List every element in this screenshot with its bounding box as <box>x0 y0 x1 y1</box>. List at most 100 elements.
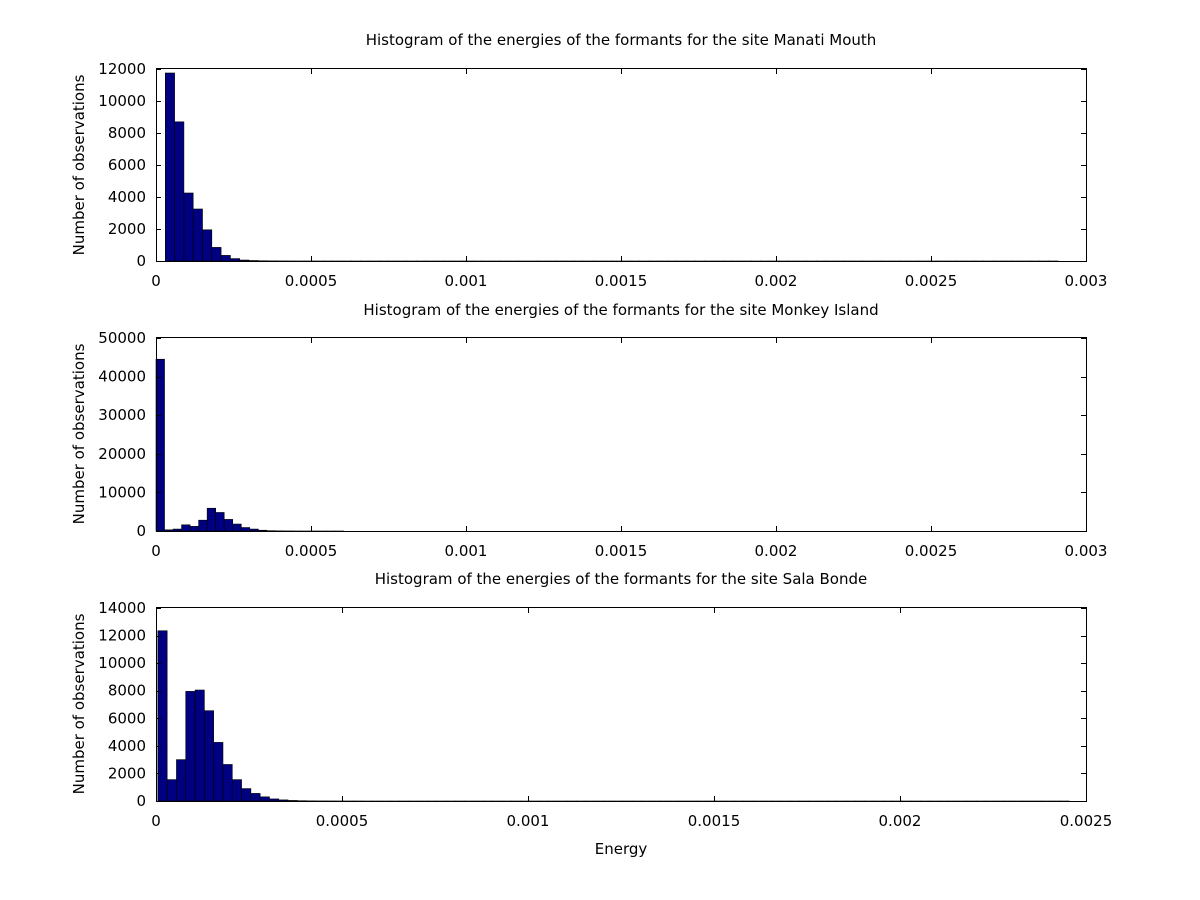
y-tick-label: 8000 <box>108 682 146 700</box>
x-tick-labels: 0 0.0005 0.001 0.0015 0.002 0.0025 0.003 <box>151 272 1107 290</box>
y-tick-label: 0 <box>136 792 146 810</box>
x-tick-label: 0.002 <box>755 542 798 560</box>
histogram-bar <box>206 507 216 532</box>
chart-title: Histogram of the energies of the formant… <box>363 301 878 319</box>
y-tick-label: 14000 <box>98 599 146 617</box>
y-tick-label: 20000 <box>98 445 146 463</box>
histogram-bar <box>287 800 298 802</box>
x-tick-label: 0.003 <box>1065 542 1108 560</box>
histogram-bar <box>257 529 268 532</box>
y-tick-labels: 0 2000 4000 6000 8000 10000 12000 14000 <box>98 599 146 810</box>
histogram-bar <box>176 759 187 802</box>
histogram-bar <box>278 799 289 802</box>
ticks <box>156 69 1087 262</box>
plot-frame <box>156 337 1087 532</box>
x-tick-label: 0.0025 <box>905 542 958 560</box>
histogram-bar <box>189 526 199 532</box>
histogram-bar <box>222 764 233 802</box>
histogram-bar <box>174 121 185 262</box>
histogram-bar <box>166 779 177 802</box>
bars <box>157 630 1070 802</box>
ticks <box>156 608 1087 802</box>
histogram-bar <box>231 779 242 802</box>
y-tick-labels: 0 10000 20000 30000 40000 50000 <box>98 329 146 540</box>
x-tick-label: 0.001 <box>507 812 550 830</box>
y-tick-label: 0 <box>136 252 146 270</box>
y-axis-label: Number of observations <box>70 343 88 524</box>
histogram-bar <box>211 247 222 262</box>
y-axis-label: Number of observations <box>70 74 88 255</box>
y-tick-label: 8000 <box>108 124 146 142</box>
x-tick-label: 0.0005 <box>285 542 338 560</box>
x-tick-labels: 0 0.0005 0.001 0.0015 0.002 0.0025 0.003 <box>151 542 1107 560</box>
x-tick-label: 0.003 <box>1065 272 1108 290</box>
x-tick-label: 0.001 <box>445 542 488 560</box>
histogram-bar <box>269 798 280 802</box>
y-tick-label: 10000 <box>98 92 146 110</box>
chart-title: Histogram of the energies of the formant… <box>366 31 877 49</box>
x-tick-label: 0.002 <box>755 272 798 290</box>
y-tick-labels: 0 2000 4000 6000 8000 10000 12000 <box>98 60 146 270</box>
x-axis-label: Energy <box>595 840 648 858</box>
y-tick-label: 10000 <box>98 654 146 672</box>
histogram-bar <box>157 630 168 802</box>
x-tick-label: 0.0015 <box>688 812 741 830</box>
chart-title: Histogram of the energies of the formant… <box>375 570 868 588</box>
x-tick-label: 0.0025 <box>1060 812 1113 830</box>
histogram-bar <box>232 523 242 532</box>
y-tick-label: 50000 <box>98 329 146 347</box>
x-tick-label: 0.0005 <box>316 812 369 830</box>
x-tick-label: 0.0025 <box>905 272 958 290</box>
y-tick-label: 0 <box>136 522 146 540</box>
y-axis-label: Number of observations <box>70 613 88 794</box>
histogram-bar <box>183 192 194 262</box>
ticks <box>156 338 1087 532</box>
x-tick-labels: 0 0.0005 0.001 0.0015 0.002 0.0025 <box>151 812 1112 830</box>
y-tick-label: 4000 <box>108 188 146 206</box>
histogram-bar <box>259 796 270 802</box>
y-tick-label: 2000 <box>108 764 146 782</box>
histogram-bar <box>165 72 175 262</box>
histogram-bar <box>239 259 250 262</box>
histogram-bar <box>155 358 165 532</box>
x-tick-label: 0 <box>151 542 161 560</box>
y-tick-label: 4000 <box>108 737 146 755</box>
histogram-bar <box>202 229 213 262</box>
y-tick-label: 10000 <box>98 483 146 501</box>
histogram-bar <box>213 742 224 802</box>
histogram-bar <box>215 512 225 532</box>
histogram-bar <box>249 528 259 532</box>
y-tick-label: 6000 <box>108 709 146 727</box>
histogram-bar <box>192 208 203 262</box>
histogram-bar <box>241 788 252 802</box>
plot-frame <box>156 607 1087 802</box>
x-tick-label: 0.001 <box>445 272 488 290</box>
x-tick-label: 0 <box>151 812 161 830</box>
histogram-bar <box>164 529 174 532</box>
y-tick-label: 12000 <box>98 60 146 78</box>
histogram-bar <box>181 524 191 532</box>
histogram-bar <box>198 519 208 532</box>
x-tick-label: 0.0015 <box>595 272 648 290</box>
histogram-bar <box>230 258 240 262</box>
histogram-bar <box>250 793 261 802</box>
histogram-bar <box>172 528 182 532</box>
x-tick-label: 0.0015 <box>595 542 648 560</box>
histogram-bar <box>223 519 234 532</box>
panel-monkey-island: Histogram of the energies of the formant… <box>70 301 1107 560</box>
histogram-bar <box>240 527 251 532</box>
panel-sala-bonde: Histogram of the energies of the formant… <box>70 570 1112 858</box>
histogram-bar <box>204 710 214 802</box>
y-tick-label: 2000 <box>108 220 146 238</box>
y-tick-label: 12000 <box>98 627 146 645</box>
x-tick-label: 0.0005 <box>285 272 338 290</box>
panel-manati-mouth: Histogram of the energies of the formant… <box>70 31 1107 290</box>
histogram-bar <box>185 691 196 802</box>
x-tick-label: 0 <box>151 272 161 290</box>
y-tick-label: 40000 <box>98 368 146 386</box>
y-tick-label: 6000 <box>108 156 146 174</box>
y-tick-label: 30000 <box>98 406 146 424</box>
x-tick-label: 0.002 <box>879 812 922 830</box>
histogram-bar <box>194 689 205 802</box>
